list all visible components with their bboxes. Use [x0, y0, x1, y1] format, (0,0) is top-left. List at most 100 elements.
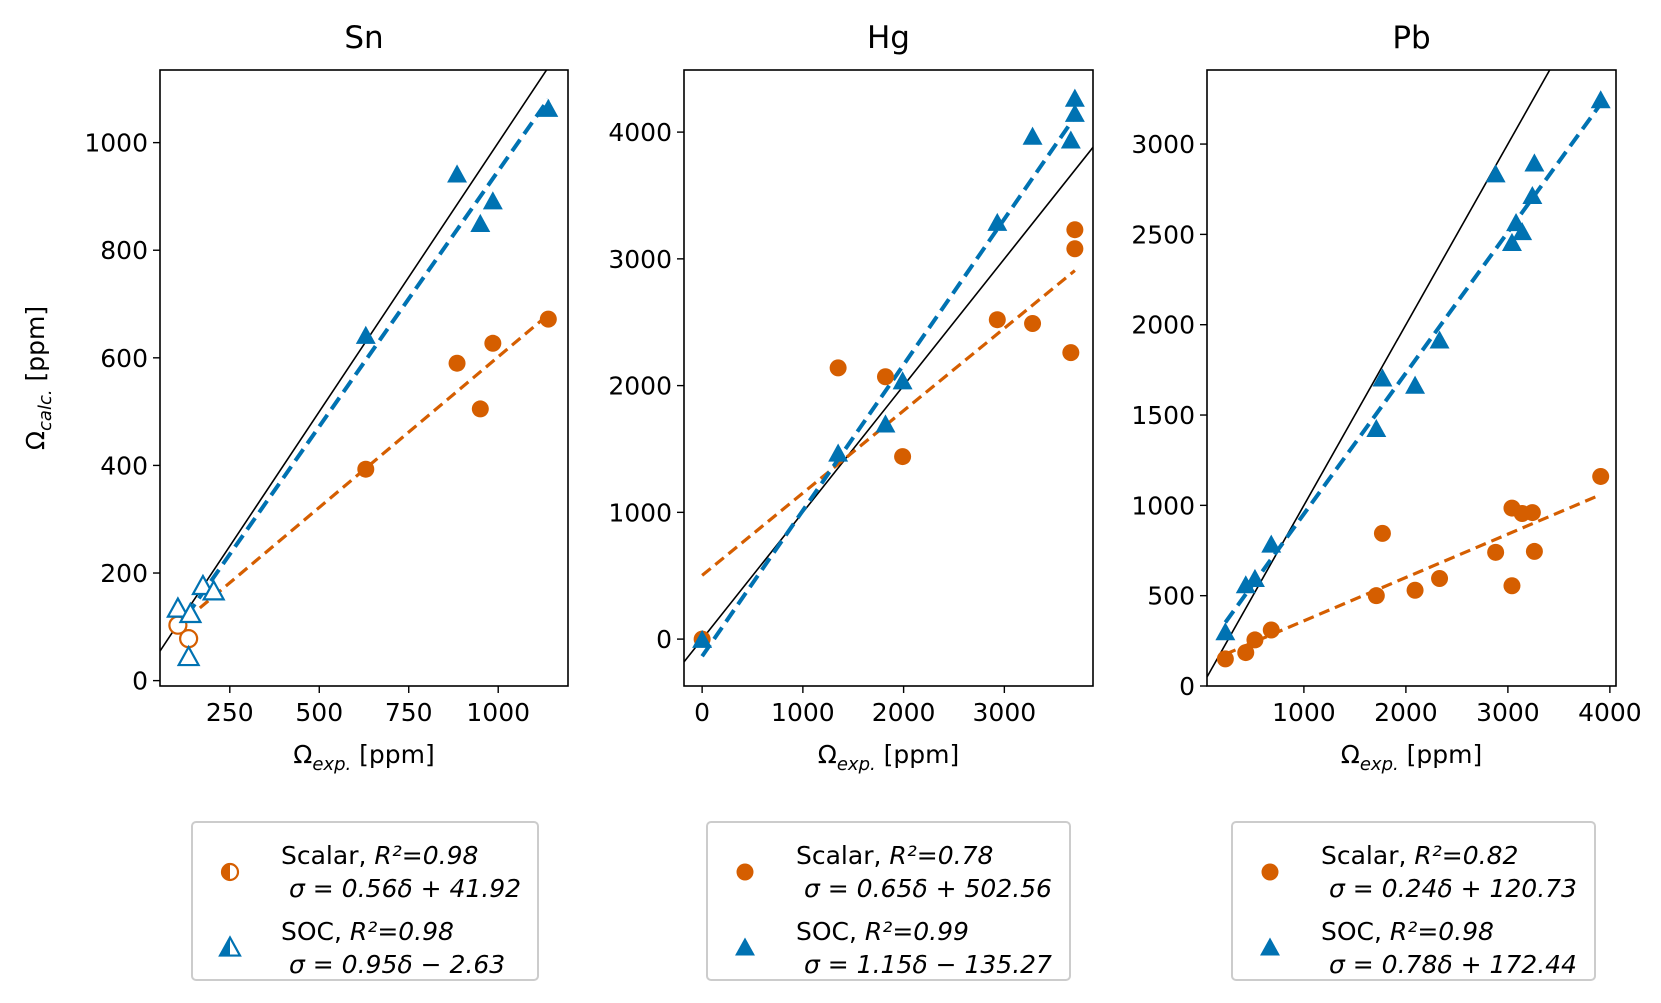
y-tick-label: 600 [100, 344, 148, 373]
x-axis-label: Ωexp. [ppm] [818, 740, 960, 775]
y-tick-label: 1000 [1131, 491, 1195, 520]
legend-series-label: Scalar, R²=0.82 [1321, 841, 1518, 870]
y-tick-label: 2000 [608, 372, 672, 401]
soc-point [447, 164, 468, 183]
scalar-point [1487, 543, 1505, 561]
legend-marker [1261, 863, 1279, 881]
soc-point [1501, 232, 1522, 251]
legend-series-name: SOC [1321, 917, 1374, 946]
legend-r2: R²=0.98 [350, 917, 454, 946]
legend-series-label: SOC, R²=0.99 [796, 917, 969, 946]
legend-series-label: SOC, R²=0.98 [281, 917, 454, 946]
scalar-point [1066, 240, 1084, 258]
soc-point [1512, 222, 1533, 241]
soc-point [1485, 164, 1506, 183]
x-tick-label: 3000 [1476, 698, 1540, 727]
scalar-point [484, 334, 502, 352]
scalar-point [1367, 587, 1385, 605]
soc-point [482, 191, 503, 210]
soc-point [892, 371, 913, 390]
legend-series-name: SOC [281, 917, 334, 946]
x-axis-label: Ωexp. [ppm] [293, 740, 435, 775]
y-tick-label: 200 [100, 559, 148, 588]
y-tick-label: 2500 [1131, 220, 1195, 249]
scalar-point [1431, 570, 1449, 588]
y-tick-label: 3000 [608, 245, 672, 274]
soc-point [538, 98, 559, 117]
scalar-point [448, 354, 466, 372]
soc-point [1405, 375, 1426, 394]
scalar-point [1373, 524, 1391, 542]
x-tick-label: 1000 [771, 698, 835, 727]
x-tick-label: 1000 [466, 698, 530, 727]
legend-fit-equation: σ = 0.95δ − 2.63 [289, 950, 505, 979]
legend-series-label: Scalar, R²=0.78 [796, 841, 993, 870]
y-tick-label: 500 [1147, 582, 1195, 611]
soc-point [1590, 90, 1611, 109]
scalar-point [1262, 621, 1280, 639]
x-axis-label: Ωexp. [ppm] [1341, 740, 1483, 775]
scalar-point [1062, 344, 1080, 362]
x-tick-label: 4000 [1578, 698, 1642, 727]
legend-fit-equation: σ = 0.56δ + 41.92 [289, 874, 521, 903]
y-tick-label: 3000 [1131, 130, 1195, 159]
legend-marker [736, 863, 754, 881]
panel-title: Hg [867, 20, 910, 56]
scalar-point [876, 368, 894, 386]
soc-point [178, 601, 203, 624]
legend-series-name: Scalar [281, 841, 359, 870]
soc-fit-line [185, 98, 550, 617]
soc-point [875, 414, 896, 433]
soc-point [1372, 368, 1393, 387]
y-tick-label: 0 [132, 667, 148, 696]
scalar-fit-line [185, 313, 550, 621]
soc-point [1524, 153, 1545, 172]
legend-r2: R²=0.99 [865, 917, 969, 946]
legend: Scalar, R²=0.82 σ = 0.24δ + 120.73 SOC, R²… [1231, 821, 1596, 981]
soc-point [1261, 534, 1282, 553]
y-axis-label: Ωcalc. [ppm] [21, 306, 56, 450]
soc-point [1215, 622, 1236, 641]
scalar-point [829, 359, 847, 377]
axes-frame [159, 69, 569, 687]
soc-point [1522, 185, 1543, 205]
panel-sn: 250 500 750 1000 0 200 400 600 800 1000 Sn Ωexp. [p… [21, 20, 569, 981]
y-tick-label: 1000 [608, 498, 672, 527]
legend-fit-equation: σ = 0.24δ + 120.73 [1329, 874, 1577, 903]
soc-point [166, 596, 190, 618]
y-tick-label: 1500 [1131, 401, 1195, 430]
legend-r2: R²=0.98 [1390, 917, 1494, 946]
scalar-point [1216, 650, 1234, 668]
legend-marker [1260, 937, 1280, 956]
x-tick-label: 2000 [872, 698, 936, 727]
x-tick-label: 2000 [1374, 698, 1438, 727]
y-tick-label: 2000 [1131, 311, 1195, 340]
legend-fit-equation: σ = 1.15δ − 135.27 [804, 950, 1052, 979]
scalar-point [1246, 631, 1264, 649]
legend-frame [1231, 821, 1596, 981]
legend-frame [706, 821, 1071, 981]
soc-point [1022, 126, 1043, 145]
panel-title: Pb [1392, 20, 1430, 56]
y-tick-label: 800 [100, 236, 148, 265]
scalar-point [539, 310, 557, 328]
axes-frame [1206, 69, 1617, 687]
x-tick-label: 0 [694, 698, 710, 727]
legend-frame [191, 821, 539, 981]
scalar-point [1406, 581, 1424, 599]
x-tick-label: 250 [206, 698, 254, 727]
scalar-point [1503, 577, 1521, 595]
identity-line [1207, 70, 1551, 678]
x-tick-label: 750 [385, 698, 433, 727]
soc-point [470, 213, 491, 232]
legend-marker [735, 937, 755, 956]
plot-area [1207, 70, 1611, 678]
soc-point [176, 644, 201, 667]
legend-series-name: Scalar [1321, 841, 1399, 870]
soc-point [201, 579, 226, 601]
legend: Scalar, R²=0.98 σ = 0.56δ + 41.92 SOC, R²=… [191, 821, 539, 981]
soc-point [828, 443, 849, 462]
panel-pb: 1000 2000 3000 4000 0 500 1000 1500 2000 2500 3000… [1131, 20, 1642, 981]
scalar-point [1024, 314, 1042, 332]
